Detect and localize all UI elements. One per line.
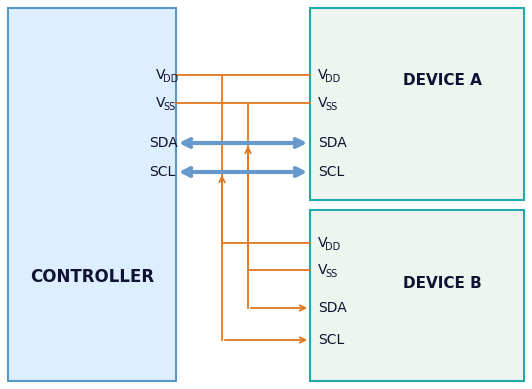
Text: SCL: SCL [318, 165, 344, 179]
Bar [310, 8, 524, 200]
Text: V: V [318, 68, 328, 82]
Text: SCL: SCL [149, 165, 175, 179]
Text: V: V [156, 68, 165, 82]
Text: DEVICE B: DEVICE B [403, 276, 482, 291]
Text: SCL: SCL [318, 333, 344, 347]
Text: V: V [318, 236, 328, 250]
Text: SDA: SDA [318, 136, 347, 150]
Text: CONTROLLER: CONTROLLER [30, 268, 154, 286]
Bar [310, 210, 524, 381]
Text: DD: DD [325, 74, 340, 84]
Text: DD: DD [325, 242, 340, 252]
Text: SS: SS [163, 102, 175, 112]
Bar [8, 8, 176, 381]
Text: DD: DD [163, 74, 178, 84]
Text: DEVICE A: DEVICE A [403, 74, 482, 88]
Text: SDA: SDA [149, 136, 178, 150]
Text: V: V [318, 96, 328, 110]
Text: SS: SS [325, 269, 337, 279]
Text: SS: SS [325, 102, 337, 112]
Text: SDA: SDA [318, 301, 347, 315]
Text: V: V [156, 96, 165, 110]
Text: V: V [318, 263, 328, 277]
